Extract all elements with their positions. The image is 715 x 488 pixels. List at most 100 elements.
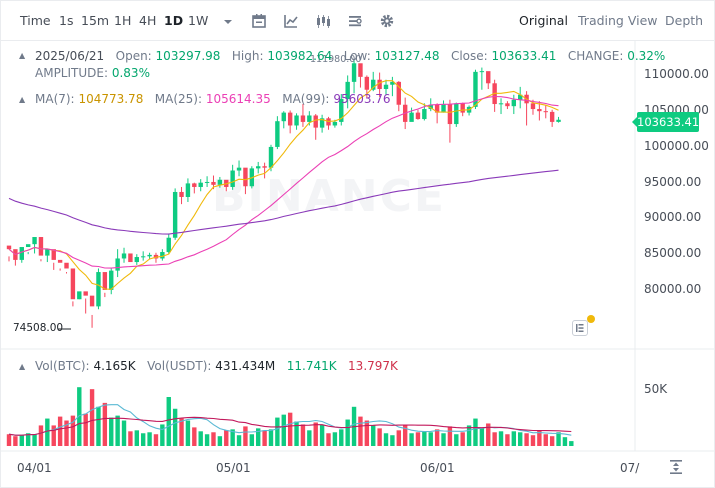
time-label[interactable]: Time	[20, 13, 51, 28]
volume-ma25-line	[8, 416, 572, 436]
price-tick-80000: 80000.00	[644, 282, 702, 296]
volume-bar	[217, 436, 223, 446]
low-label: Low:	[343, 49, 371, 63]
open-value: 103297.98	[155, 49, 221, 63]
volume-bar	[102, 402, 108, 446]
candle-body	[243, 167, 248, 187]
max-price-label: 111980.00	[310, 54, 361, 65]
candle-body	[307, 115, 312, 122]
interval-15m[interactable]: 15m	[81, 13, 110, 28]
volume-bar	[530, 435, 536, 446]
volume-bar	[466, 425, 472, 446]
volume-bar	[339, 429, 344, 446]
volume-bar	[486, 423, 491, 446]
volume-bars-layer	[6, 387, 574, 446]
interval-1h[interactable]: 1H	[114, 13, 132, 28]
candle-body	[140, 256, 146, 258]
price-tick-110000: 110000.00	[644, 67, 709, 81]
volume-bar	[57, 416, 63, 446]
volume-bar	[147, 432, 152, 446]
view-depth[interactable]: Depth	[665, 13, 704, 28]
date-tick-0601: 06/01	[420, 461, 455, 475]
collapse-legend-icon[interactable]: ▲	[19, 51, 26, 60]
volume-bar	[204, 434, 210, 446]
interval-1d[interactable]: 1D	[164, 13, 184, 28]
volume-bar	[326, 433, 331, 446]
chart-canvas[interactable]: BINANCE 111980.00	[1, 41, 714, 487]
candle-body	[185, 183, 191, 197]
notes-icon	[576, 324, 584, 332]
candle-body	[505, 103, 510, 107]
volume-bar	[6, 434, 12, 446]
volume-bar	[319, 424, 325, 446]
volume-bar	[109, 417, 114, 446]
volume-bar	[390, 435, 395, 446]
view-original[interactable]: Original	[519, 13, 568, 28]
candle-body	[479, 71, 485, 73]
volume-bar	[415, 432, 421, 446]
candle-body	[115, 258, 120, 271]
candle-body	[300, 115, 306, 122]
candle-body	[25, 244, 31, 248]
candle-body	[415, 112, 421, 120]
close-value: 103633.41	[491, 49, 557, 63]
volume-bar	[70, 415, 76, 446]
candles-layer	[6, 59, 561, 328]
amplitude-legend: AMPLITUDE: 0.83%	[35, 66, 150, 80]
candle-body	[409, 112, 414, 122]
vol-usdt-value: 431.434M	[215, 359, 276, 373]
volume-bar	[460, 432, 465, 446]
volume-bar	[166, 397, 171, 446]
interval-4h[interactable]: 4H	[139, 13, 157, 28]
high-label: High:	[231, 49, 264, 63]
candle-body	[530, 103, 536, 110]
candle-body	[428, 104, 433, 110]
candle-body	[57, 259, 63, 263]
current-price-badge: 103633.41	[632, 112, 699, 132]
display-settings-icon[interactable]	[346, 12, 364, 30]
interval-1s[interactable]: 1s	[59, 13, 74, 28]
date-tick-0501: 05/01	[216, 461, 251, 475]
more-intervals-dropdown-icon[interactable]	[219, 12, 237, 30]
candle-body	[511, 99, 517, 107]
view-trading-view[interactable]: Trading View	[578, 13, 658, 28]
vol-ma-a-value: 11.741K	[286, 359, 337, 373]
candle-body	[147, 254, 152, 257]
candle-body	[192, 183, 197, 187]
indicators-icon[interactable]	[282, 12, 300, 30]
amplitude-label: AMPLITUDE:	[35, 66, 109, 80]
axis-scale-icon[interactable]	[667, 459, 685, 475]
candle-body	[38, 237, 44, 256]
collapse-ma-legend-icon[interactable]: ▲	[19, 95, 26, 104]
candle-body	[537, 109, 542, 112]
gear-icon[interactable]	[378, 12, 396, 30]
volume-bar	[64, 420, 69, 446]
candle-body	[64, 262, 69, 269]
volume-bar	[172, 408, 178, 446]
candle-body	[217, 179, 223, 185]
vol-usdt-label: Vol(USDT):	[147, 359, 212, 373]
volume-bar	[287, 412, 293, 446]
volume-bar	[236, 435, 242, 446]
candle-body	[172, 191, 178, 238]
note-icon[interactable]	[572, 320, 588, 336]
calendar-icon[interactable]	[250, 12, 268, 30]
candle-body	[268, 146, 274, 168]
price-tick-85000: 85000.00	[644, 246, 702, 260]
volume-bar	[441, 433, 446, 446]
candle-body	[377, 79, 382, 90]
candle-body	[319, 118, 325, 128]
candle-body	[549, 111, 555, 122]
candle-body	[179, 191, 184, 197]
ma25-label: MA(25):	[154, 92, 203, 106]
collapse-volume-legend-icon[interactable]: ▲	[19, 362, 26, 371]
price-tick-100000: 100000.00	[644, 139, 709, 153]
candle-body	[498, 103, 504, 105]
volume-tick-50k: 50K	[644, 382, 668, 396]
candle-body	[128, 253, 133, 263]
chart-type-candles-icon[interactable]	[314, 12, 332, 30]
volume-bar	[518, 432, 523, 446]
candle-body	[383, 84, 389, 90]
interval-1w[interactable]: 1W	[188, 13, 209, 28]
volume-bar	[454, 434, 459, 446]
